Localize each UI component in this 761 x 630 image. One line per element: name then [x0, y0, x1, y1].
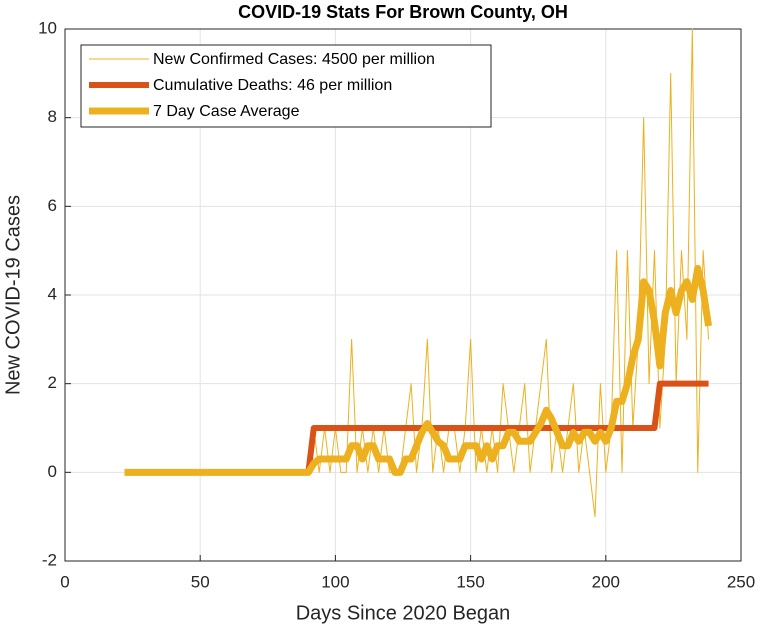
y-tick-label: -2 [42, 550, 57, 569]
data-line [124, 380, 709, 476]
legend-box [80, 44, 492, 128]
x-tick-label: 0 [60, 572, 69, 591]
x-tick-label: 250 [727, 572, 755, 591]
data-line [124, 264, 713, 476]
legend-label: Cumulative Deaths: 46 per million [153, 77, 392, 94]
y-tick-label: 2 [48, 373, 57, 392]
x-tick-label: 100 [321, 572, 349, 591]
y-tick-label: 4 [48, 284, 57, 303]
x-axis-label: Days Since 2020 Began [296, 602, 511, 624]
y-tick-label: 10 [38, 18, 57, 37]
chart-title: COVID-19 Stats For Brown County, OH [238, 2, 568, 22]
y-tick-label: 0 [48, 462, 57, 481]
y-axis-label: New COVID-19 Cases [2, 195, 24, 395]
legend-label: 7 Day Case Average [153, 103, 300, 120]
x-tick-label: 200 [592, 572, 620, 591]
x-tick-label: 150 [456, 572, 484, 591]
y-tick-label: 6 [48, 196, 57, 215]
y-tick-label: 8 [48, 107, 57, 126]
x-tick-label: 50 [191, 572, 210, 591]
legend-label: New Confirmed Cases: 4500 per million [153, 51, 435, 68]
plot-frame [64, 28, 742, 562]
